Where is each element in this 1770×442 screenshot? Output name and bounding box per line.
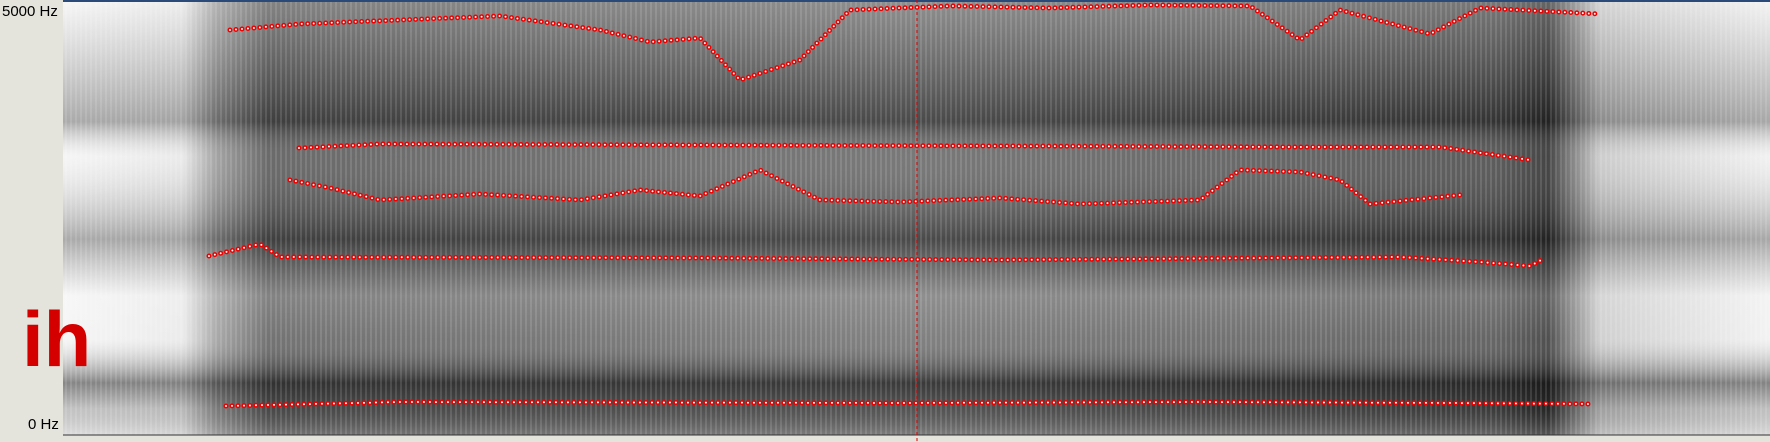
y-top-label: 5000 Hz xyxy=(2,3,58,20)
formant-dot-centers xyxy=(208,3,1601,407)
formant-tracks xyxy=(206,2,1603,409)
y-bottom-label: 0 Hz xyxy=(28,416,59,433)
phoneme-label: ih xyxy=(22,295,92,383)
